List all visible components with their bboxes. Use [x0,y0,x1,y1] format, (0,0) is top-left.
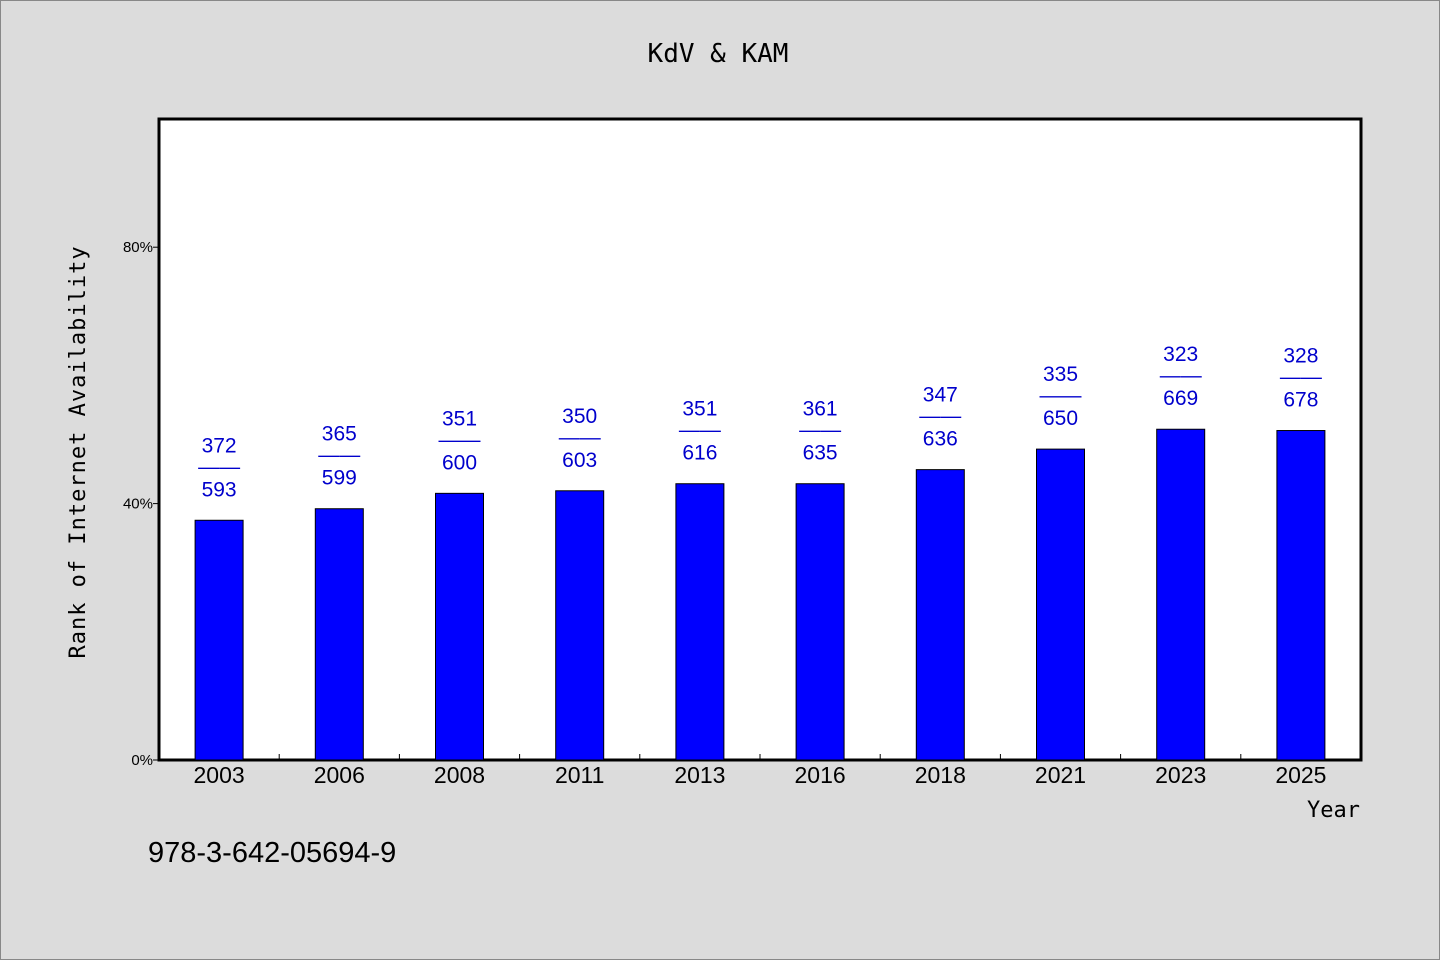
bar-2018 [915,469,965,761]
x-tick-label: 2021 [1035,762,1086,788]
y-axis-label: Rank of Internet Availability [66,245,91,658]
data-label-top: 361 [803,398,838,421]
data-label-separator: —— [1040,384,1082,407]
x-tick-label: 2011 [555,762,604,788]
data-label-bottom: 650 [1043,407,1078,430]
isbn-footnote: 978-3-642-05694-9 [148,837,396,869]
bar-2025 [1276,430,1326,761]
y-tick-label: 40% [123,496,153,513]
x-tick-label: 2018 [915,762,966,788]
data-label-top: 351 [682,398,717,421]
data-label-separator: —— [679,419,721,442]
x-tick-label: 2003 [194,762,245,788]
data-label-bottom: 678 [1283,389,1318,412]
data-label-top: 372 [202,434,237,457]
data-label-bottom: 669 [1163,387,1198,410]
x-tick-label: 2023 [1155,762,1206,788]
data-label-top: 351 [442,407,477,430]
data-labels-layer: 372——593365——599351——600350——603351——616… [198,343,1322,501]
data-label-separator: —— [1280,366,1322,389]
data-label-bottom: 600 [442,451,477,474]
y-tick-label: 0% [131,752,153,769]
data-label-separator: —— [198,455,240,478]
bar-2021 [1036,448,1085,761]
data-label-separator: —— [919,405,961,428]
data-label-top: 335 [1043,363,1078,386]
data-label-top: 323 [1163,343,1198,366]
data-label-bottom: 616 [682,442,717,465]
bar-2003 [194,519,244,761]
data-label-top: 328 [1283,345,1318,368]
data-label-bottom: 593 [202,478,237,501]
data-label-separator: —— [1160,364,1202,387]
x-tick-label: 2025 [1275,762,1326,788]
data-label-bottom: 636 [923,428,958,451]
bar-2016 [795,483,845,761]
bar-2008 [435,492,484,761]
bar-2011 [555,490,605,761]
chart-title: KdV & KAM [648,39,789,69]
bar-2023 [1156,428,1206,761]
data-label-top: 347 [923,384,958,407]
x-tick-label: 2016 [795,762,846,788]
x-tick-label: 2013 [674,762,725,788]
y-tick-label: 80% [123,239,153,256]
data-label-separator: —— [799,419,841,442]
data-label-top: 365 [322,423,357,446]
data-label-bottom: 635 [803,442,838,465]
data-label-top: 350 [562,405,597,428]
x-axis: 2003 2006 2008 2011 2013 2016 2018 2021 2023 2025 [194,754,1326,788]
bars-layer [194,428,1326,761]
x-tick-label: 2008 [434,762,485,788]
data-label-separator: —— [318,444,360,467]
y-axis: 0% 40% 80% [123,239,159,769]
x-tick-label: 2006 [314,762,365,788]
bar-2006 [314,508,364,761]
data-label-separator: —— [559,426,601,449]
data-label-bottom: 599 [322,467,357,490]
data-label-separator: —— [439,428,481,451]
data-label-bottom: 603 [562,449,597,472]
bar-2013 [675,483,725,761]
x-axis-label: Year [1307,798,1360,823]
